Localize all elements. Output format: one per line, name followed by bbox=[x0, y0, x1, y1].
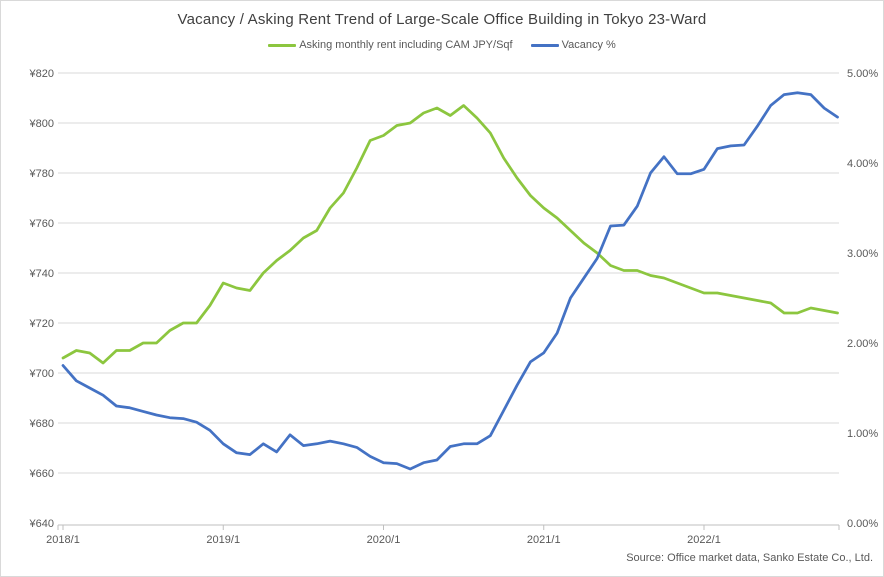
legend-item-vacancy: Vacancy % bbox=[530, 39, 616, 51]
x-axis-tick-label: 2018/1 bbox=[46, 534, 80, 546]
y-axis-left-tick-label: ¥680 bbox=[29, 418, 54, 430]
legend-item-rent: Asking monthly rent including CAM JPY/Sq… bbox=[268, 39, 513, 51]
legend-label-rent: Asking monthly rent including CAM JPY/Sq… bbox=[299, 39, 513, 51]
y-axis-right-tick-label: 1.00% bbox=[847, 428, 878, 440]
y-axis-left-tick-label: ¥720 bbox=[29, 318, 54, 330]
x-axis-tick-label: 2020/1 bbox=[367, 534, 401, 546]
y-axis-left-tick-label: ¥740 bbox=[29, 268, 54, 280]
x-axis-tick-label: 2022/1 bbox=[687, 534, 721, 546]
vacancy-line-series bbox=[61, 91, 839, 471]
chart-title: Vacancy / Asking Rent Trend of Large-Sca… bbox=[177, 11, 707, 28]
rent-line-series bbox=[61, 104, 839, 365]
source-note: Source: Office market data, Sanko Estate… bbox=[626, 552, 873, 564]
chart-legend: Asking monthly rent including CAM JPY/Sq… bbox=[1, 39, 883, 51]
y-axis-left-tick-label: ¥760 bbox=[29, 218, 54, 230]
y-axis-right-tick-label: 4.00% bbox=[847, 158, 878, 170]
vacancy-series-swatch bbox=[530, 43, 559, 47]
y-axis-right-tick-label: 0.00% bbox=[847, 518, 878, 530]
x-axis-tick-label: 2019/1 bbox=[206, 534, 240, 546]
rent-series-swatch bbox=[268, 43, 297, 47]
y-axis-right-tick-label: 3.00% bbox=[847, 248, 878, 260]
y-axis-right-tick-label: 5.00% bbox=[847, 68, 878, 80]
y-axis-left-tick-label: ¥800 bbox=[29, 118, 54, 130]
y-axis-left-tick-label: ¥660 bbox=[29, 468, 54, 480]
legend-label-vacancy: Vacancy % bbox=[561, 39, 616, 51]
y-axis-right-tick-label: 2.00% bbox=[847, 338, 878, 350]
y-axis-left-tick-label: ¥780 bbox=[29, 168, 54, 180]
y-axis-left-tick-label: ¥820 bbox=[29, 68, 54, 80]
x-axis-tick-label: 2021/1 bbox=[527, 534, 561, 546]
y-axis-left-tick-label: ¥700 bbox=[29, 368, 54, 380]
y-axis-left-tick-label: ¥640 bbox=[29, 518, 54, 530]
